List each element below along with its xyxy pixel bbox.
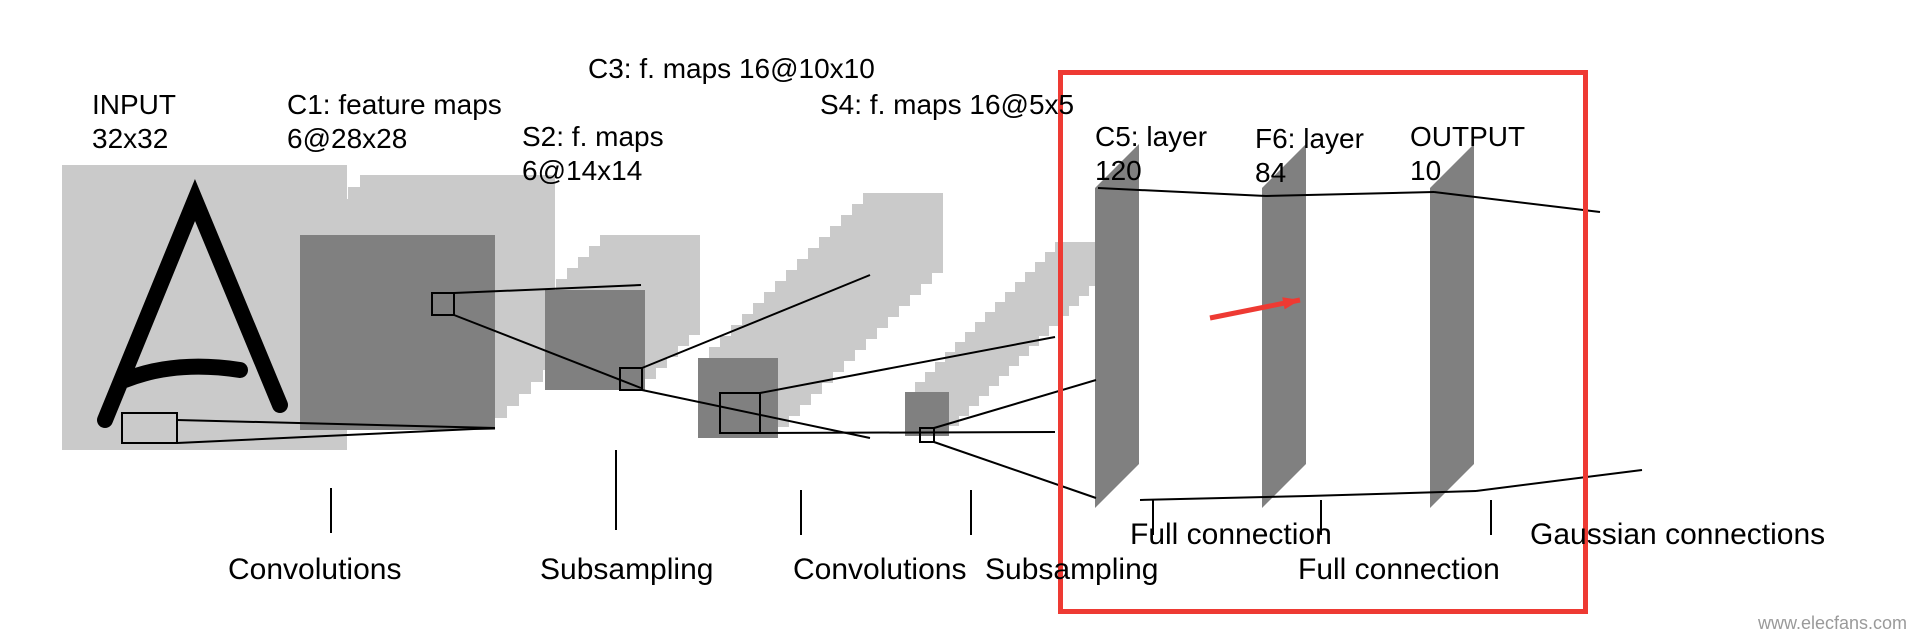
projection-line — [454, 315, 641, 388]
f6-label: F6: layer 84 — [1255, 122, 1364, 189]
projection-line — [760, 432, 1055, 433]
s2-label: S2: f. maps 6@14x14 — [522, 120, 664, 187]
receptive-field-box — [920, 428, 934, 442]
stage-tick — [970, 490, 972, 535]
receptive-field-box — [122, 413, 177, 443]
op-label-conv1: Convolutions — [228, 553, 401, 587]
out-label: OUTPUT 10 — [1410, 120, 1525, 187]
stage-tick — [615, 450, 617, 530]
op-label-full2: Full connection — [1298, 553, 1500, 587]
lenet-architecture-diagram: INPUT 32x32 C1: feature maps 6@28x28 S2: f… — [0, 0, 1920, 641]
op-label-gauss: Gaussian connections — [1530, 518, 1825, 552]
projection-line — [760, 337, 1055, 393]
projection-line — [642, 390, 870, 438]
stage-tick — [330, 488, 332, 533]
op-label-full1: Full connection — [1130, 518, 1332, 552]
input-glyph-letter-a — [105, 200, 280, 420]
projection-line — [454, 285, 641, 293]
projection-line — [177, 428, 495, 443]
op-label-conv2: Convolutions — [793, 553, 966, 587]
input-label: INPUT 32x32 — [92, 88, 176, 155]
c1-label: C1: feature maps 6@28x28 — [287, 88, 502, 155]
s4-label: S4: f. maps 16@5x5 — [820, 88, 1074, 122]
projection-line — [642, 275, 870, 368]
projection-line — [177, 420, 495, 428]
c5-label: C5: layer 120 — [1095, 120, 1207, 187]
watermark: www.elecfans.com — [1758, 613, 1907, 634]
c3-label: C3: f. maps 16@10x10 — [588, 52, 875, 86]
stage-tick — [800, 490, 802, 535]
op-label-sub2: Subsampling — [985, 553, 1158, 587]
op-label-sub1: Subsampling — [540, 553, 713, 587]
receptive-field-box — [432, 293, 454, 315]
